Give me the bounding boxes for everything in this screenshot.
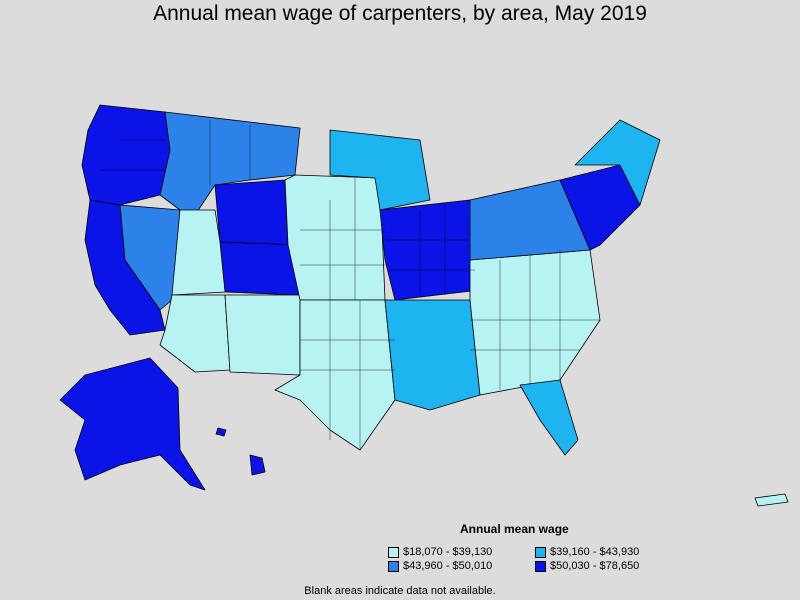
region-southeast [469,249,601,396]
legend-title: Annual mean wage [460,522,569,536]
legend-item-class-4: $50,030 - $78,650 [535,560,639,572]
legend-swatch [535,560,546,572]
legend-swatch [535,546,546,558]
region-pacific-northwest [81,104,171,206]
region-puerto-rico [754,493,789,507]
region-maine-vermont [574,119,661,206]
legend-label: $18,070 - $39,130 [403,546,493,558]
map-title: Annual mean wage of carpenters, by area,… [153,2,647,25]
region-colorado [219,241,301,296]
region-florida [519,379,579,456]
region-nevada [119,204,181,311]
legend-label: $50,030 - $78,650 [550,560,640,572]
legend-swatch [388,546,399,558]
legend-swatch [388,560,399,572]
legend-item-class-1: $18,070 - $39,130 [388,546,492,558]
region-illinois-missouri [379,199,481,301]
region-alaska [59,357,206,491]
legend-item-class-3: $43,960 - $50,010 [388,560,492,572]
region-arizona [159,294,231,373]
region-idaho-montana [159,111,301,216]
legend-label: $43,960 - $50,010 [403,560,493,572]
region-hawaii-islands [215,427,227,437]
legend-item-class-2: $39,160 - $43,930 [535,546,639,558]
region-hawaii [249,454,266,476]
region-utah [171,209,226,296]
region-new-mexico [224,294,301,376]
region-wyoming [214,179,289,246]
legend-label: $39,160 - $43,930 [550,546,640,558]
region-gulf-coast [384,299,481,411]
region-great-plains [284,174,386,301]
footnote: Blank areas indicate data not available. [304,585,496,597]
region-northeast [559,164,641,251]
